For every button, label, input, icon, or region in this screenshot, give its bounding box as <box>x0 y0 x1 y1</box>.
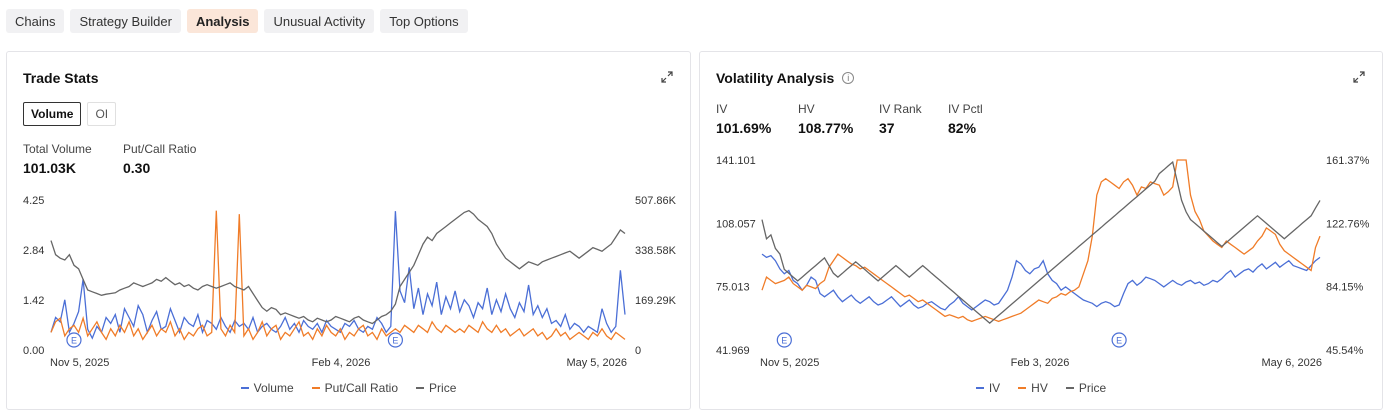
expand-icon[interactable] <box>1352 70 1366 84</box>
right-tick-label: 122.76% <box>1326 218 1370 230</box>
vol-stat-label: IV Rank <box>879 102 922 116</box>
volatility-card: Volatility Analysis i IV 101.69% HV 108.77%… <box>699 51 1383 410</box>
tab-unusual-activity[interactable]: Unusual Activity <box>264 9 375 33</box>
svg-text:E: E <box>71 336 77 346</box>
series-line-iv <box>761 253 1321 311</box>
volatility-title-text: Volatility Analysis <box>716 70 835 86</box>
expand-icon[interactable] <box>660 70 674 84</box>
vol-stat-value: 108.77% <box>798 120 854 136</box>
tab-top-options[interactable]: Top Options <box>380 9 468 33</box>
legend-label: HV <box>1031 381 1048 395</box>
tab-analysis[interactable]: Analysis <box>186 9 259 33</box>
series-line-price <box>50 209 626 325</box>
legend-label: Volume <box>253 381 294 395</box>
left-tick-label: 0.00 <box>23 345 44 357</box>
right-tick-label: 161.37% <box>1326 155 1370 167</box>
vol-stat-label: IV Pctl <box>948 102 983 116</box>
earnings-marker[interactable]: E <box>1111 332 1127 348</box>
total-volume-label: Total Volume <box>23 142 92 156</box>
put-call-stat: Put/Call Ratio 0.30 <box>123 142 196 176</box>
left-tick-label: 2.84 <box>23 245 44 257</box>
left-tick-label: 141.101 <box>716 155 756 167</box>
trade-stats-chart: 4.25 2.84 1.42 0.00 507.86K 338.58K 169.29K 0 No… <box>23 195 677 369</box>
right-tick-label: 45.54% <box>1326 345 1364 357</box>
left-tick-label: 108.057 <box>716 218 756 230</box>
legend-item-put-call-ratio[interactable]: Put/Call Ratio <box>311 381 399 395</box>
x-tick-label: Feb 3, 2026 <box>1011 357 1070 369</box>
right-tick-label: 169.29K <box>635 295 677 307</box>
earnings-marker[interactable]: E <box>776 332 792 348</box>
left-tick-label: 41.969 <box>716 345 750 357</box>
legend-item-price[interactable]: Price <box>1065 381 1107 395</box>
left-tick-label: 1.42 <box>23 295 44 307</box>
legend-item-price[interactable]: Price <box>416 381 456 395</box>
series-line-put-call-ratio <box>50 210 626 341</box>
vol-stat-hv: HV 108.77% <box>798 102 853 136</box>
svg-text:E: E <box>392 336 398 346</box>
oi-toggle-button[interactable]: OI <box>87 102 117 126</box>
legend-label: Price <box>1078 381 1107 395</box>
right-tick-label: 338.58K <box>635 245 677 257</box>
series-line-price <box>761 160 1321 324</box>
legend-label: Put/Call Ratio <box>324 381 399 395</box>
legend-swatch <box>240 387 249 389</box>
legend-swatch <box>1018 387 1027 389</box>
vol-stat-value: 82% <box>948 120 977 136</box>
legend-swatch <box>311 387 320 389</box>
svg-text:E: E <box>1116 336 1122 346</box>
tab-strategy-builder[interactable]: Strategy Builder <box>70 9 181 33</box>
total-volume-stat: Total Volume 101.03K <box>23 142 92 176</box>
legend-item-hv[interactable]: HV <box>1018 381 1048 395</box>
legend-item-volume[interactable]: Volume <box>240 381 294 395</box>
top-tabs: Chains Strategy Builder Analysis Unusual Ac… <box>6 9 468 33</box>
total-volume-value: 101.03K <box>23 160 76 176</box>
volume-toggle-button[interactable]: Volume <box>23 102 82 126</box>
left-tick-label: 75.013 <box>716 282 750 294</box>
trade-stats-title-text: Trade Stats <box>23 70 99 86</box>
volatility-title: Volatility Analysis i <box>716 70 855 86</box>
vol-stat-label: HV <box>798 102 815 116</box>
volatility-legend: IV HV Price <box>700 381 1382 395</box>
earnings-marker[interactable]: E <box>387 332 403 348</box>
x-tick-label: Feb 4, 2026 <box>312 357 371 369</box>
legend-item-iv[interactable]: IV <box>975 381 1001 395</box>
vol-stat-iv-pctl: IV Pctl 82% <box>948 102 983 136</box>
series-line-volume <box>50 211 626 340</box>
volume-oi-toggle: Volume OI <box>23 102 117 126</box>
left-tick-label: 4.25 <box>23 195 44 207</box>
volatility-chart: 141.101 108.057 75.013 41.969 161.37% 122.76%… <box>716 155 1370 369</box>
vol-stat-value: 101.69% <box>716 120 772 136</box>
x-tick-label: Nov 5, 2025 <box>760 357 819 369</box>
tab-chains[interactable]: Chains <box>6 9 65 33</box>
vol-stat-label: IV <box>716 102 728 116</box>
trade-stats-legend: Volume Put/Call Ratio Price <box>7 381 690 395</box>
trade-stats-title: Trade Stats <box>23 70 98 86</box>
trade-stats-card: Trade Stats Volume OI Total Volume 101.0… <box>6 51 691 410</box>
series-line-hv <box>761 159 1321 323</box>
vol-stat-value: 37 <box>879 120 895 136</box>
info-icon[interactable]: i <box>842 72 855 84</box>
vol-stat-iv-rank: IV Rank 37 <box>879 102 922 136</box>
right-tick-label: 84.15% <box>1326 282 1364 294</box>
vol-stat-iv: IV 101.69% <box>716 102 771 136</box>
x-tick-label: May 5, 2026 <box>566 357 627 369</box>
legend-label: Price <box>429 381 457 395</box>
right-tick-label: 0 <box>635 345 641 357</box>
x-tick-label: May 6, 2026 <box>1261 357 1322 369</box>
x-tick-label: Nov 5, 2025 <box>50 357 109 369</box>
put-call-value: 0.30 <box>123 160 151 176</box>
earnings-marker[interactable]: E <box>66 332 82 348</box>
legend-label: IV <box>988 381 1001 395</box>
legend-swatch <box>975 387 984 389</box>
legend-swatch <box>416 387 425 389</box>
put-call-label: Put/Call Ratio <box>123 142 197 156</box>
right-tick-label: 507.86K <box>635 195 677 207</box>
svg-text:E: E <box>781 336 787 346</box>
legend-swatch <box>1065 387 1074 389</box>
